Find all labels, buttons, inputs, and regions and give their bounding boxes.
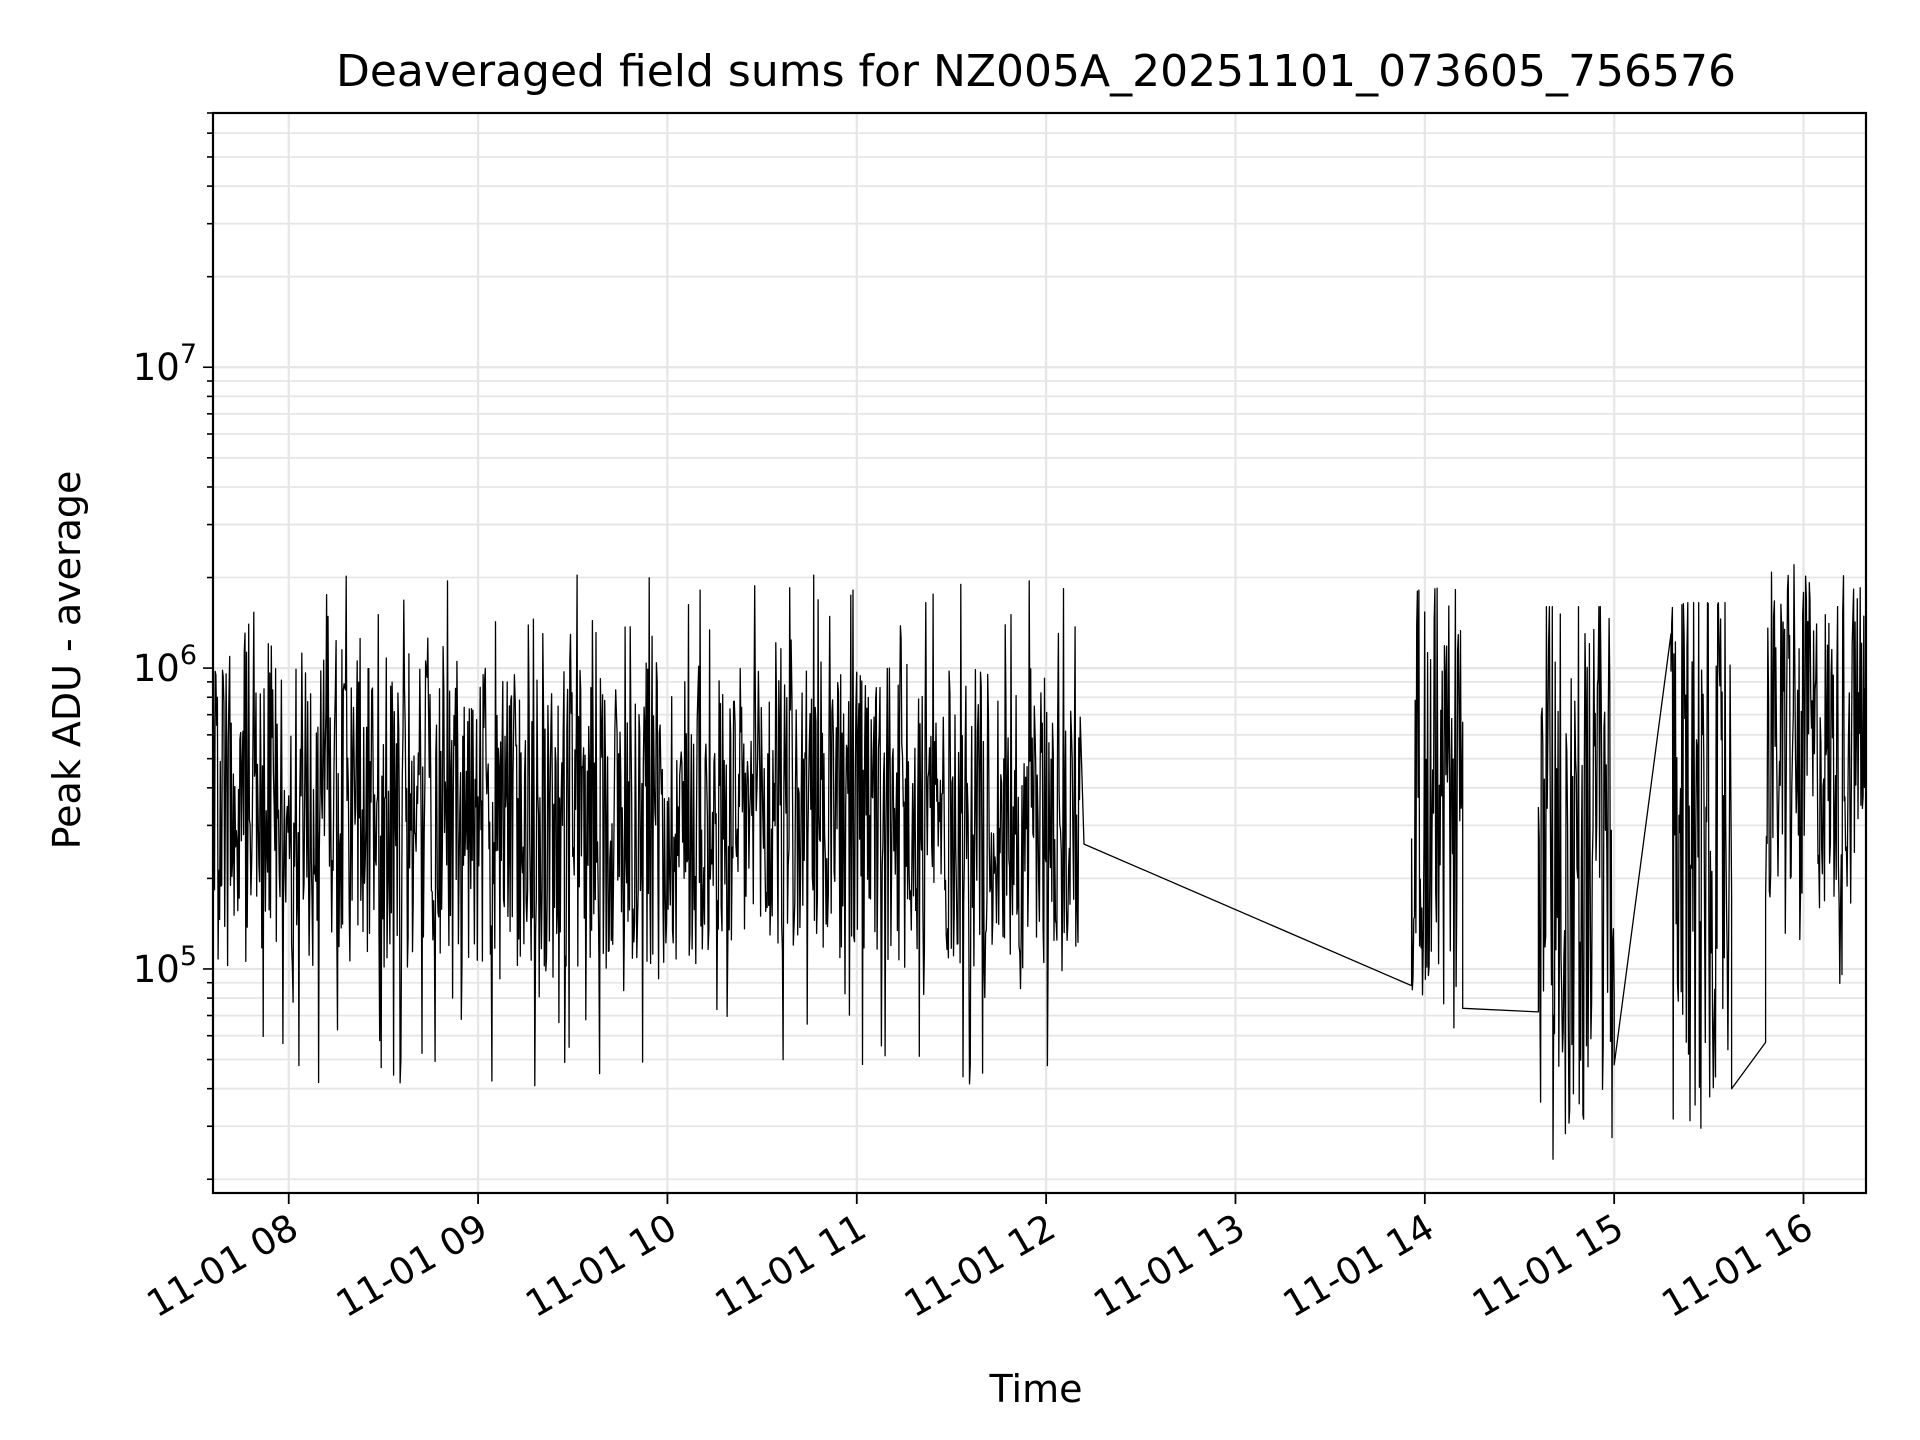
y-tick-label: 106 [133,640,197,690]
data-series [212,564,1867,1160]
y-axis-label: Peak ADU - average [45,471,89,850]
plot-frame [211,111,1868,1195]
chart-title: Deaveraged field sums for NZ005A_2025110… [336,46,1736,97]
y-tick-label: 105 [133,941,197,991]
series-line [212,564,1867,1160]
y-tick-label: 107 [133,339,197,389]
x-axis-label: Time [989,1367,1083,1411]
